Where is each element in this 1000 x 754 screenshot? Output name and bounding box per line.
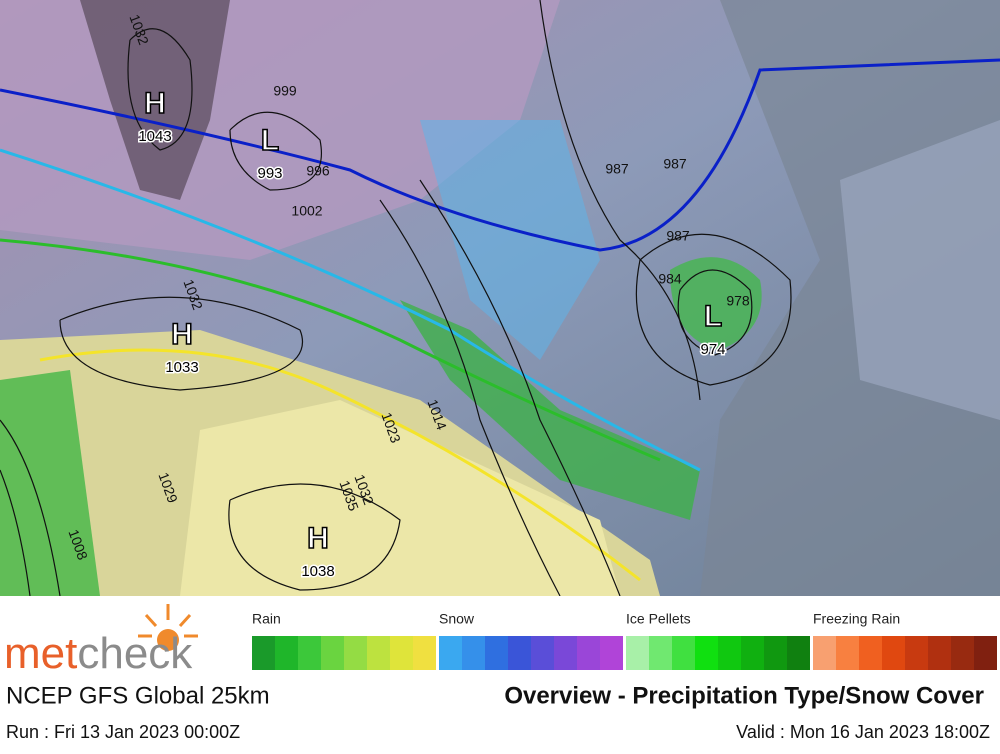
legend-swatch [813,636,836,670]
legend-swatch [600,636,623,670]
legend-swatch [672,636,695,670]
run-time: Run : Fri 13 Jan 2023 00:00Z [6,722,240,742]
legend-label: Rain [252,611,281,627]
pressure-center-value: 974 [700,341,725,358]
legend-swatch [531,636,554,670]
legend-swatch [275,636,298,670]
legend-swatch [413,636,436,670]
logo-met: met [4,629,77,678]
legend-swatch [695,636,718,670]
valid-time: Valid : Mon 16 Jan 2023 18:00Z [736,722,990,742]
legend-swatch [764,636,787,670]
isobar-label: 996 [306,163,330,179]
legend-label: Ice Pellets [626,611,691,627]
pressure-center-value: 993 [257,165,282,182]
legend-swatch [951,636,974,670]
legend-swatch [439,636,462,670]
legend-swatch [649,636,672,670]
legend-swatch [626,636,649,670]
logo: metcheck [4,604,198,678]
pressure-center-value: 1043 [138,128,171,145]
logo-check: check [77,629,193,678]
legend-swatch [905,636,928,670]
legend-swatch [741,636,764,670]
legend-swatch [344,636,367,670]
pressure-center-letter: H [307,522,329,555]
legend-label: Snow [439,611,475,627]
isobar-label: 1002 [291,203,322,219]
legend-swatch [485,636,508,670]
legend-swatch [252,636,275,670]
legend-swatch [321,636,344,670]
isobar-label: 999 [273,83,297,99]
legend-swatch [390,636,413,670]
pressure-center-value: 1033 [165,359,198,376]
legend-swatch [298,636,321,670]
legend-swatch [859,636,882,670]
isobar-label: 987 [605,161,629,177]
isobar-label: 987 [663,156,687,172]
product-title: Overview - Precipitation Type/Snow Cover [504,682,984,709]
pressure-center-value: 1038 [301,563,334,580]
legend-swatch [836,636,859,670]
legend-swatch [928,636,951,670]
legend-swatch [718,636,741,670]
legend-label: Freezing Rain [813,611,900,627]
pressure-center-letter: L [261,124,279,157]
legend-swatch [577,636,600,670]
isobar-label: 984 [658,271,682,287]
pressure-center-letter: L [704,300,722,333]
legend-swatch [974,636,997,670]
legend-swatch [554,636,577,670]
logo-text: metcheck [4,629,193,678]
model-name: NCEP GFS Global 25km [6,682,270,709]
pressure-center-letter: H [144,87,166,120]
legend-swatch [367,636,390,670]
legend-swatch [508,636,531,670]
legend-swatch [882,636,905,670]
isobar-label: 987 [666,228,690,244]
legend-swatch [462,636,485,670]
legend-swatch [787,636,810,670]
pressure-center-letter: H [171,318,193,351]
isobar-label: 978 [726,293,750,309]
legend: Rain Snow Ice Pellets Freezing Rain [252,611,997,670]
